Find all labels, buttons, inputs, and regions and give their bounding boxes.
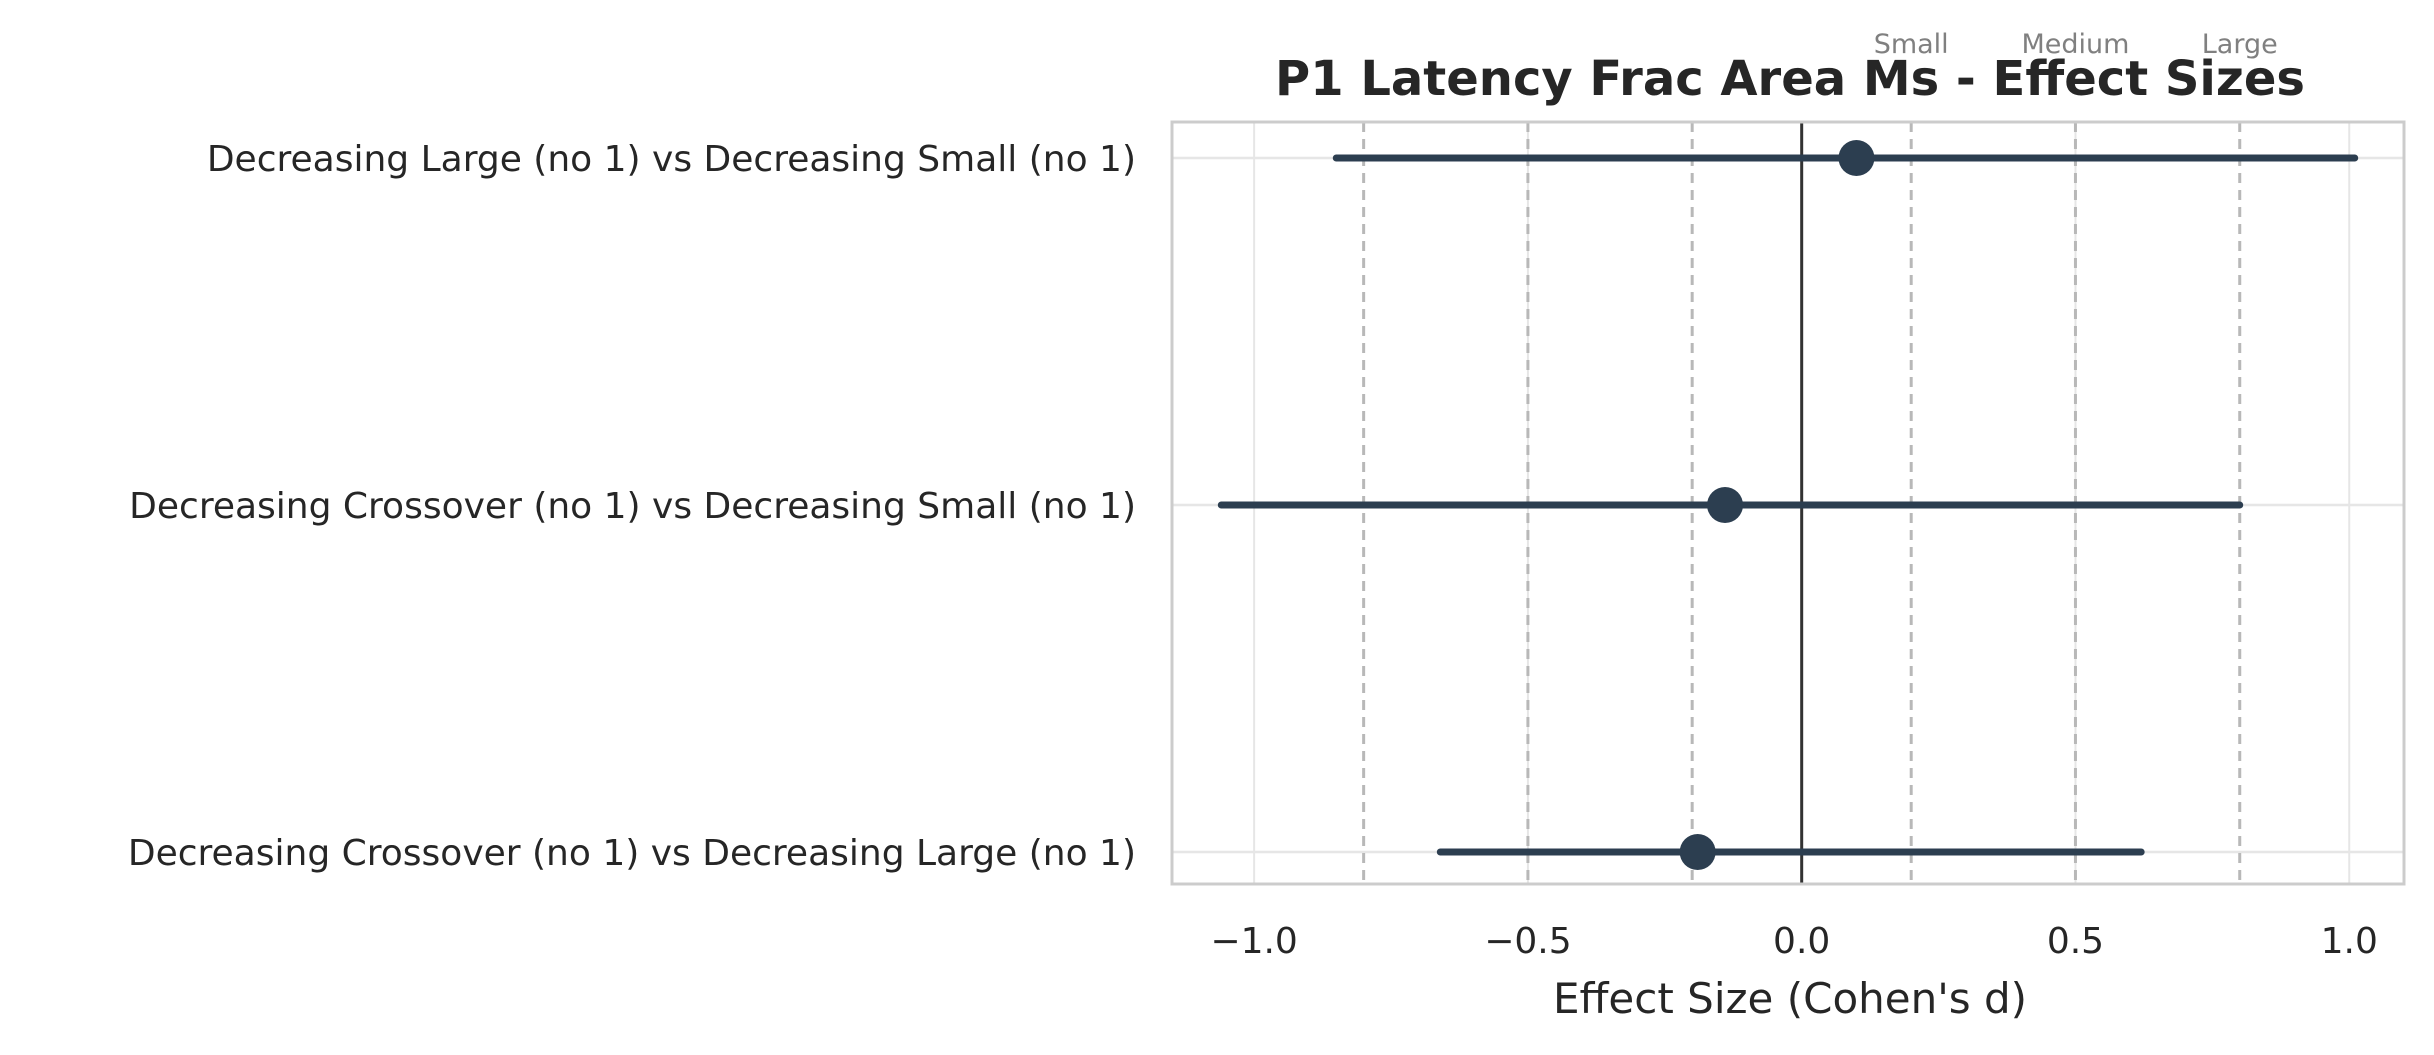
x-tick-labels: −1.0 −0.5 0.0 0.5 1.0	[1210, 921, 2377, 962]
x-tick-label-1: −0.5	[1484, 921, 1571, 962]
estimate-point-0	[1838, 140, 1875, 176]
estimate-point-1	[1707, 487, 1744, 523]
marks-layer	[1217, 140, 2359, 870]
plot-frame	[1170, 120, 2406, 886]
x-axis-label: Effect Size (Cohen's d)	[1553, 974, 2027, 1023]
threshold-label-medium: Medium	[2021, 29, 2129, 60]
x-tick-label-4: 1.0	[2321, 921, 2378, 962]
x-tick-label-2: 0.0	[1773, 921, 1830, 962]
estimate-point-2	[1679, 834, 1716, 870]
threshold-label-large: Large	[2202, 29, 2278, 60]
threshold-labels: Small Medium Large	[1874, 29, 2278, 60]
x-tick-label-0: −1.0	[1210, 921, 1297, 962]
category-label-0: Decreasing Large (no 1) vs Decreasing Sm…	[207, 139, 1136, 180]
x-tick-label-3: 0.5	[2047, 921, 2104, 962]
category-label-1: Decreasing Crossover (no 1) vs Decreasin…	[129, 486, 1136, 527]
y-tick-labels: Decreasing Large (no 1) vs Decreasing Sm…	[128, 139, 1136, 874]
category-label-2: Decreasing Crossover (no 1) vs Decreasin…	[128, 833, 1136, 874]
chart-title: P1 Latency Frac Area Ms - Effect Sizes	[1275, 51, 2305, 107]
threshold-label-small: Small	[1874, 29, 1949, 60]
